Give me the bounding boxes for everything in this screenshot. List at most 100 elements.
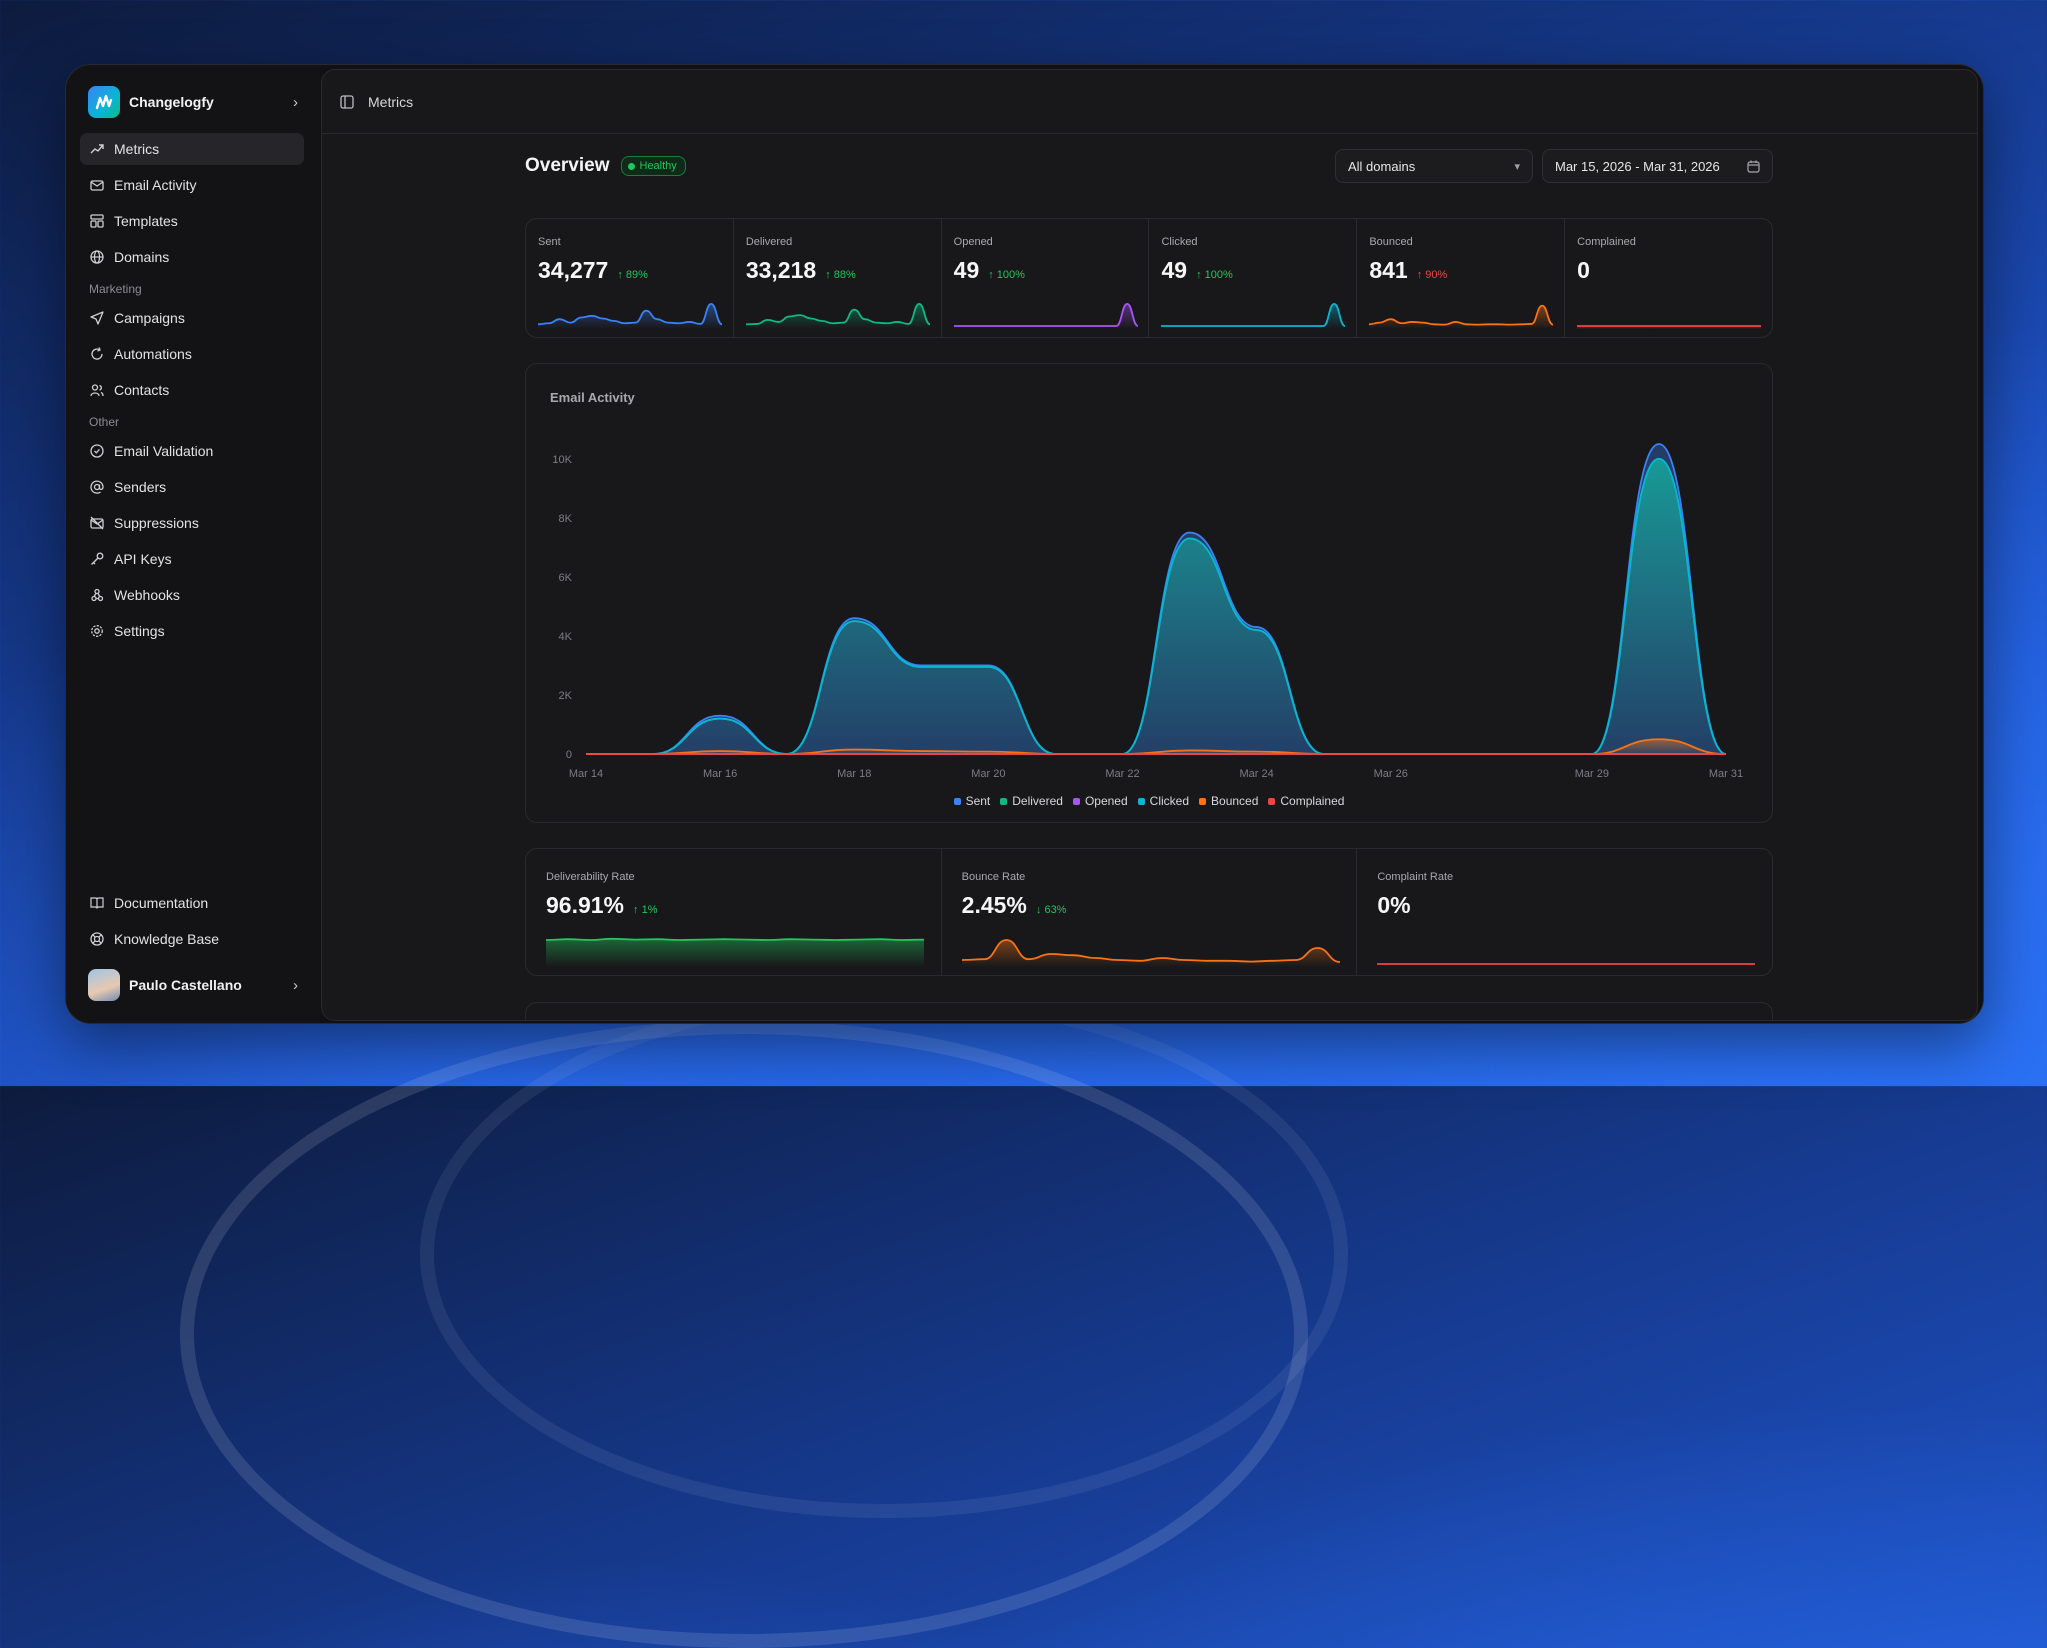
x-tick-label: Mar 26	[1374, 768, 1408, 780]
sidebar-item-campaigns[interactable]: Campaigns	[80, 302, 304, 334]
metric-value-row: 0	[1577, 257, 1599, 284]
legend-item-sent[interactable]: Sent	[953, 794, 990, 808]
metric-value-row: 2.45% ↓ 63%	[962, 892, 1067, 919]
sidebar-item-label: Automations	[114, 346, 192, 362]
sidebar-item-knowledge-base[interactable]: Knowledge Base	[80, 923, 304, 955]
sidebar-item-api-keys[interactable]: API Keys	[80, 543, 304, 575]
sidebar-item-automations[interactable]: Automations	[80, 338, 304, 370]
sent-card: Sent 34,277 ↑ 89%	[526, 219, 734, 337]
sidebar-item-label: Settings	[114, 623, 165, 639]
sidebar-item-label: Templates	[114, 213, 178, 229]
key-icon	[91, 552, 104, 565]
brand-logo	[88, 86, 120, 118]
webhook-icon	[91, 588, 104, 602]
y-tick-label: 2K	[559, 690, 573, 702]
sidebar-item-documentation[interactable]: Documentation	[80, 887, 304, 919]
legend-swatch	[1268, 797, 1276, 805]
sidebar-item-label: Email Validation	[114, 443, 214, 459]
complained-sparkline	[1577, 325, 1762, 329]
metric-value: 33,218	[745, 257, 817, 283]
nav-section-title: Marketing	[89, 282, 142, 296]
metric-value: 96.91%	[546, 892, 625, 918]
sidebar-item-label: Contacts	[114, 382, 170, 398]
sidebar-item-senders[interactable]: Senders	[80, 471, 304, 503]
legend-label: Opened	[1084, 794, 1128, 808]
chart-title: Email Activity	[550, 390, 635, 405]
stats-row: Sent 34,277 ↑ 89% Delivered 33,218 ↑ 88% Opene…	[525, 218, 1773, 338]
legend-item-complained[interactable]: Complained	[1268, 794, 1344, 808]
delivered-sparkline	[745, 302, 930, 329]
sidebar-toggle-icon[interactable]	[340, 94, 354, 109]
legend-item-clicked[interactable]: Clicked	[1137, 794, 1189, 808]
legend-swatch	[1199, 797, 1207, 805]
sparkline-area	[745, 303, 930, 329]
book-icon	[90, 897, 104, 909]
main-panel: Metrics Overview Healthy All domains ▾ M…	[321, 69, 1978, 1021]
metric-value: 841	[1369, 257, 1408, 283]
date-range-picker[interactable]: Mar 15, 2026 - Mar 31, 2026	[1542, 149, 1773, 183]
complaint-rate-card: Complaint Rate 0%	[1357, 849, 1772, 975]
page-title: Metrics	[368, 93, 414, 110]
sidebar-item-label: Metrics	[114, 141, 160, 157]
metric-value-row: 0%	[1377, 892, 1419, 919]
metric-delta: ↓ 63%	[1035, 904, 1067, 916]
metric-value: 34,277	[538, 257, 609, 283]
deliverability-rate-card: Deliverability Rate 96.91% ↑ 1%	[526, 849, 942, 975]
x-tick-label: Mar 20	[971, 768, 1005, 780]
series-line-clicked	[586, 457, 1727, 755]
legend-item-bounced[interactable]: Bounced	[1199, 794, 1258, 808]
delivered-card: Delivered 33,218 ↑ 88%	[734, 219, 942, 337]
legend-item-delivered[interactable]: Delivered	[1000, 794, 1063, 808]
sidebar-item-label: Documentation	[114, 895, 209, 911]
overview-title: Overview	[525, 155, 610, 176]
sidebar-item-metrics[interactable]: Metrics	[80, 133, 304, 165]
calendar-icon	[1747, 160, 1760, 173]
bounced-sparkline	[1369, 304, 1554, 329]
send-icon	[90, 311, 104, 325]
refresh-icon	[91, 347, 103, 360]
status-dot	[627, 162, 635, 170]
metric-delta: ↑ 1%	[633, 904, 658, 916]
sent-sparkline	[538, 302, 722, 329]
sidebar-item-label: Suppressions	[114, 515, 199, 531]
metric-label: Complained	[1577, 236, 1636, 248]
chevron-right-icon: ›	[293, 976, 298, 994]
sidebar-item-label: Email Activity	[114, 177, 197, 193]
sidebar: Changelogfy › Metrics Email Activity Templ…	[66, 65, 320, 1023]
legend-swatch	[1000, 797, 1008, 805]
y-tick-label: 4K	[559, 631, 573, 643]
clicked-sparkline	[1161, 302, 1346, 329]
sidebar-item-label: API Keys	[114, 551, 172, 567]
metric-value-row: 34,277 ↑ 89%	[538, 257, 648, 284]
templates-icon	[90, 214, 104, 228]
check-circle-icon	[90, 444, 104, 458]
workspace-switcher[interactable]: Changelogfy ›	[88, 86, 298, 118]
y-tick-label: 8K	[559, 513, 573, 525]
domain-select-value: All domains	[1348, 158, 1416, 174]
legend-swatch	[1072, 797, 1080, 805]
sidebar-item-email-activity[interactable]: Email Activity	[80, 169, 304, 201]
sidebar-item-label: Knowledge Base	[114, 931, 220, 947]
y-tick-label: 0	[566, 749, 572, 761]
user-menu[interactable]: Paulo Castellano ›	[88, 969, 298, 1001]
metrics-content: Overview Healthy All domains ▾ Mar 15, 2…	[525, 134, 1773, 1020]
domain-select[interactable]: All domains ▾	[1335, 149, 1533, 183]
legend-item-opened[interactable]: Opened	[1072, 794, 1128, 808]
users-icon	[90, 384, 104, 397]
sidebar-item-templates[interactable]: Templates	[80, 205, 304, 237]
chart-legend: Sent Delivered Opened Clicked Bounced Complai…	[526, 794, 1772, 808]
user-name: Paulo Castellano	[129, 977, 242, 993]
sidebar-item-webhooks[interactable]: Webhooks	[80, 579, 304, 611]
sidebar-item-contacts[interactable]: Contacts	[80, 374, 304, 406]
sparkline-line	[745, 302, 930, 326]
metric-label: Deliverability Rate	[546, 871, 635, 883]
opened-card: Opened 49 ↑ 100%	[942, 219, 1150, 337]
sidebar-item-email-validation[interactable]: Email Validation	[80, 435, 304, 467]
metric-value-row: 96.91% ↑ 1%	[546, 892, 657, 919]
sidebar-item-settings[interactable]: Settings	[80, 615, 304, 647]
sidebar-item-domains[interactable]: Domains	[80, 241, 304, 273]
sidebar-item-suppressions[interactable]: Suppressions	[80, 507, 304, 539]
email-activity-chart: 0 2K 4K 6K 8K 10K Mar 14 Mar 16 Mar 18 Mar 20 Mar …	[552, 443, 1743, 780]
metric-value: 2.45%	[961, 892, 1027, 918]
deliverability-rate-sparkline	[546, 937, 924, 967]
